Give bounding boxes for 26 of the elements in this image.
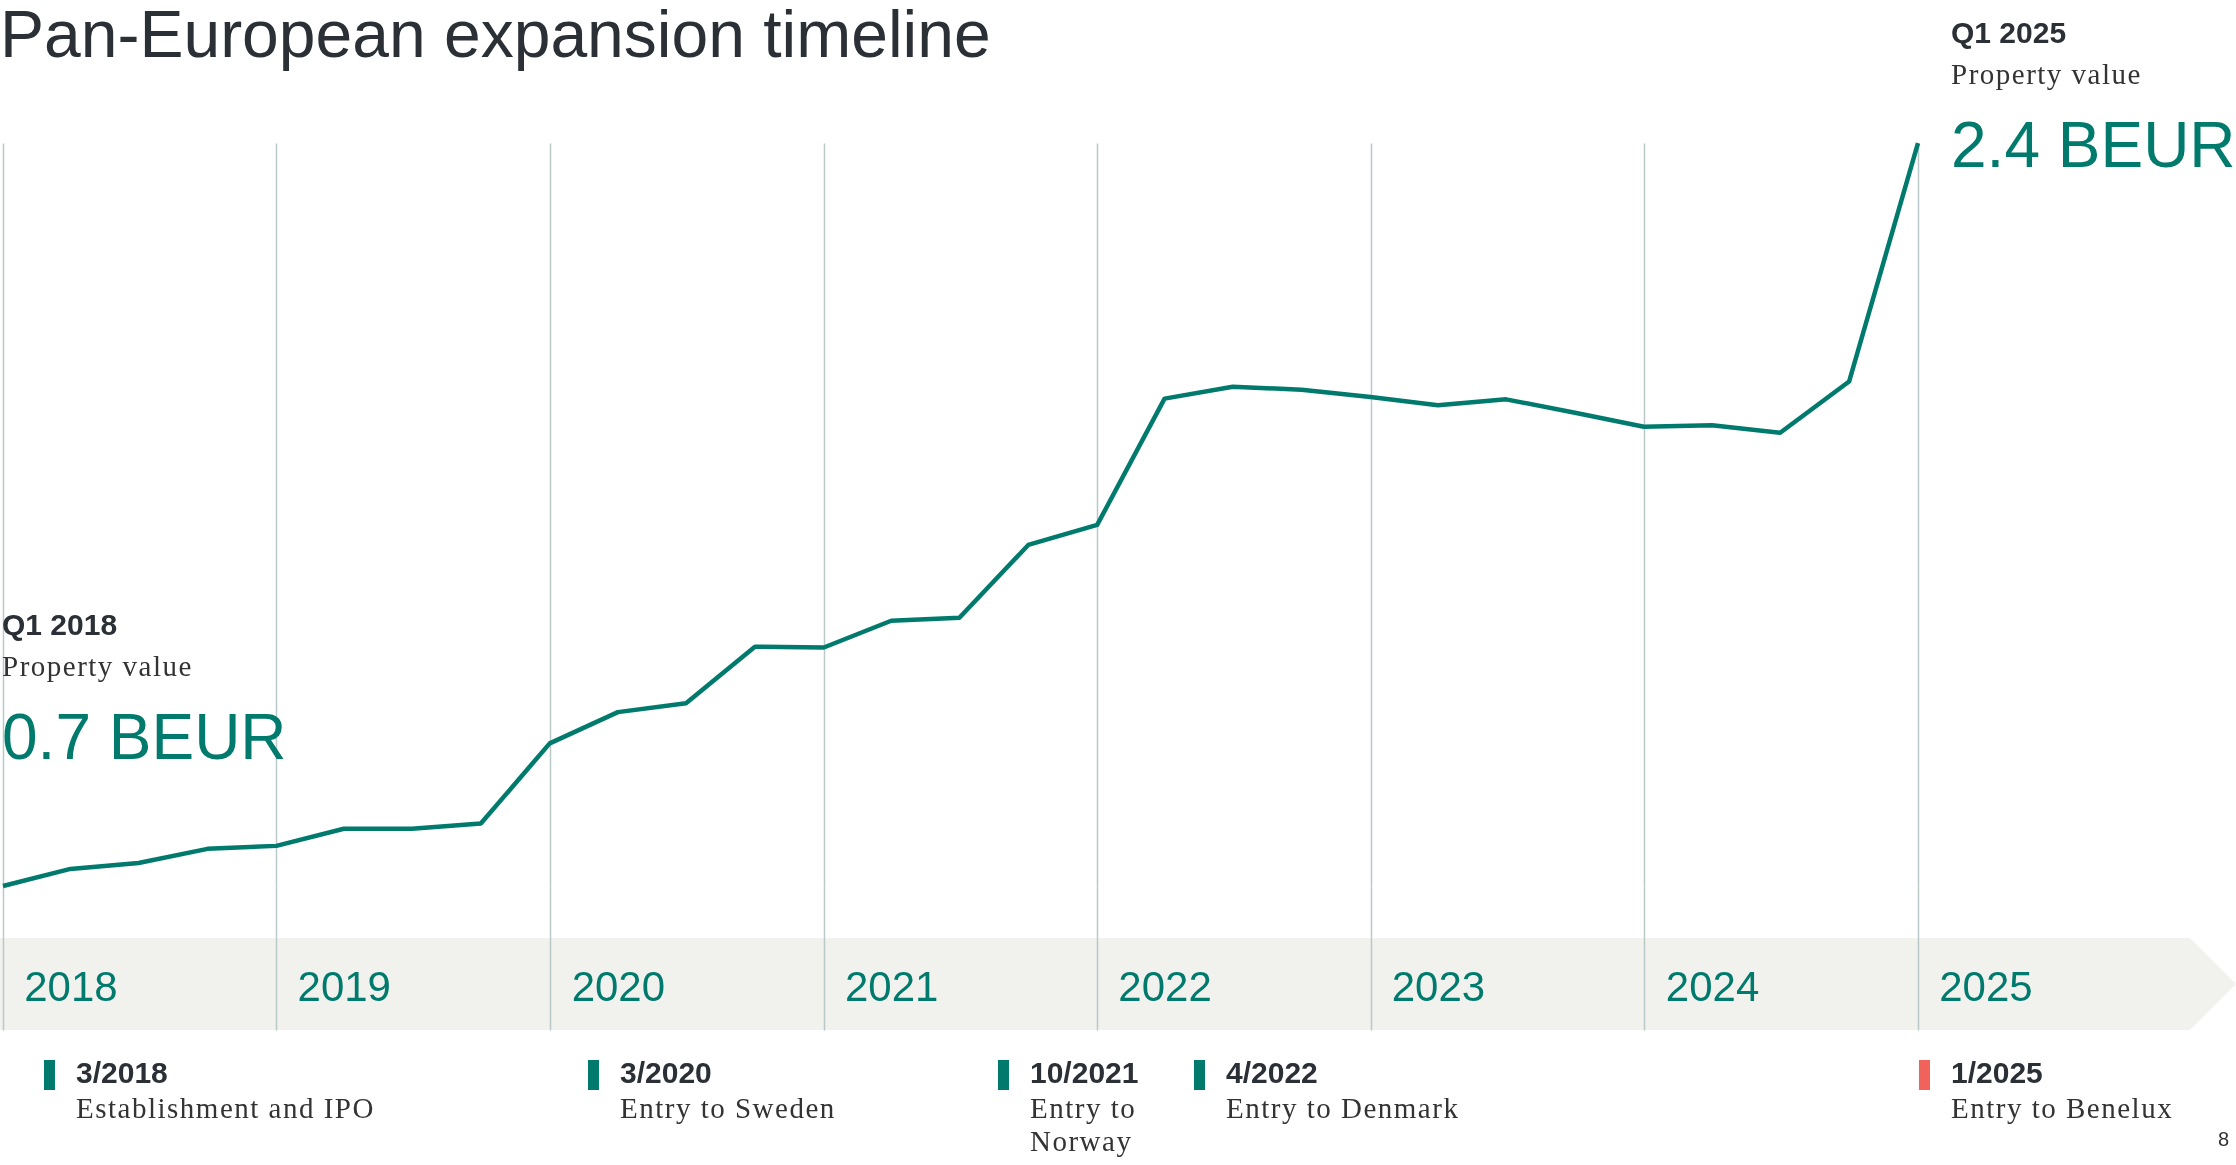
x-tick-label: 2020: [571, 963, 666, 1011]
annotation: 2.4 BEUR: [1951, 108, 2236, 182]
x-tick-label: 2019: [297, 963, 391, 1011]
text: 10/2021: [1030, 1056, 1139, 1090]
text: Entry to Denmark: [1226, 1092, 1460, 1125]
text: Entry to Norway: [1030, 1092, 1138, 1158]
text: Establishment and IPO: [76, 1092, 375, 1125]
text: Property value: [1951, 58, 2142, 91]
text: Entry to Sweden: [620, 1092, 836, 1125]
text: 1/2025: [1951, 1056, 2043, 1090]
text: 8: [2218, 1128, 2230, 1151]
chart-title: Pan-European expansion timeline: [0, 0, 991, 72]
annotation: Property value: [2, 650, 193, 683]
text: Entry to Benelux: [1951, 1092, 2174, 1125]
x-tick-label: 2021: [845, 963, 939, 1011]
text: 3/2018: [76, 1056, 168, 1090]
x-tick-label: 2018: [24, 963, 118, 1011]
x-tick-label: 2025: [1939, 963, 2033, 1011]
x-tick-label: 2024: [1665, 963, 1760, 1011]
text: 4/2022: [1226, 1056, 1318, 1090]
text: Q1 2025: [1951, 16, 2067, 50]
x-tick-label: 2022: [1118, 963, 1212, 1011]
annotation: Q1 2018: [2, 608, 118, 642]
text: 3/2020: [620, 1056, 712, 1090]
x-tick-label: 2023: [1391, 963, 1486, 1011]
annotation: 0.7 BEUR: [2, 700, 287, 774]
